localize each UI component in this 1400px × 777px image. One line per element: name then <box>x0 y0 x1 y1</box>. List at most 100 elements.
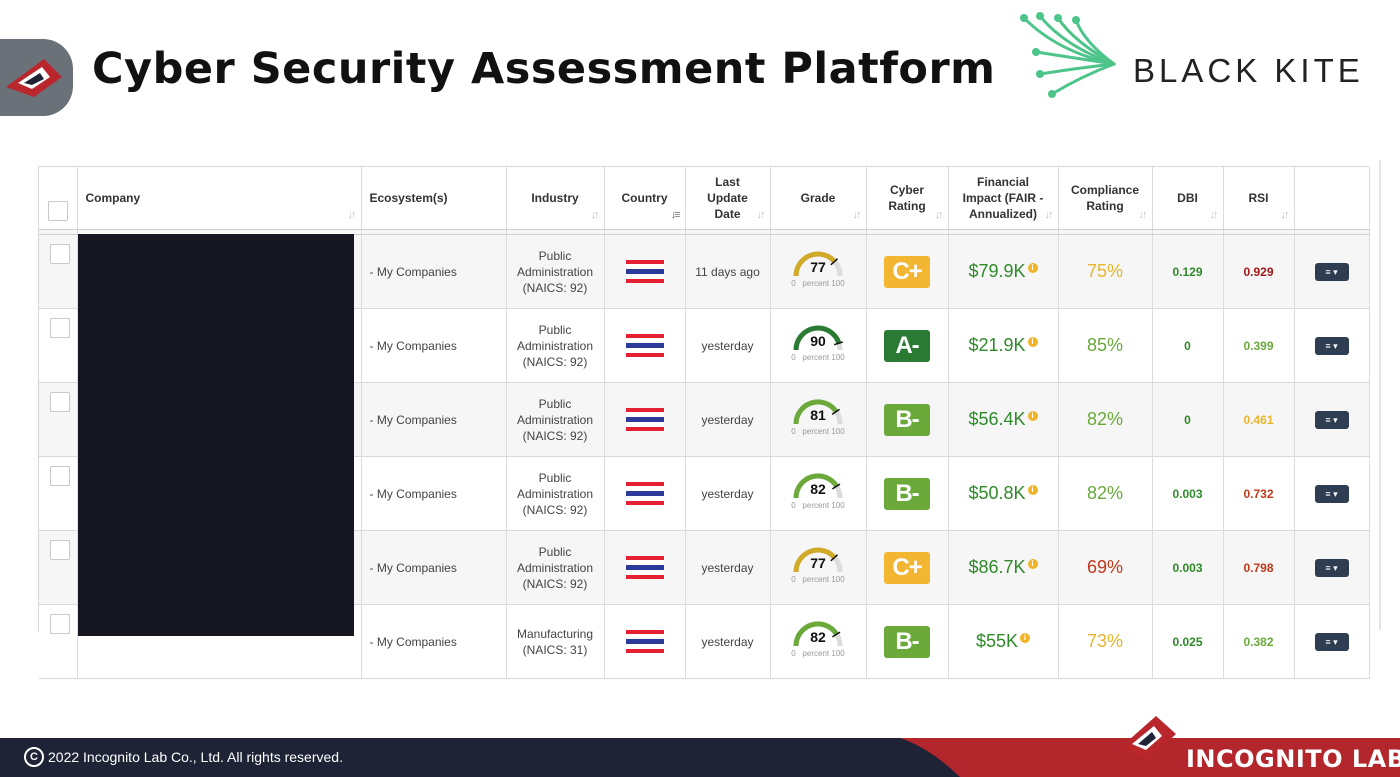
cyber-rating-badge: B- <box>884 625 930 658</box>
info-icon[interactable]: i <box>1027 411 1038 421</box>
info-icon[interactable]: i <box>1020 633 1031 643</box>
financial-impact-cell: $79.9K i <box>948 234 1059 309</box>
compliance-value: 75% <box>1086 261 1124 281</box>
sort-icon[interactable]: ↓↑ <box>756 209 766 221</box>
column-header-industry[interactable]: Industry ↓↑ <box>506 167 605 230</box>
copyright-icon: C <box>24 747 44 767</box>
copyright-text: 2022 Incognito Lab Co., Ltd. All rights … <box>48 749 343 765</box>
grade-value: 77 <box>810 555 826 571</box>
actions-cell: ≡ ▾ <box>1294 604 1370 679</box>
column-header-grade[interactable]: Grade ↓↑ <box>770 167 867 230</box>
industry-line: (NAICS: 92) <box>522 428 588 443</box>
grade-cell: 77 0 percent 100 <box>770 530 867 605</box>
cyber-rating-cell: B- <box>866 456 949 531</box>
page-scrollbar[interactable] <box>1379 160 1381 630</box>
industry-cell: Public Administration (NAICS: 92) <box>506 234 605 309</box>
row-checkbox[interactable] <box>50 318 71 338</box>
sort-icon[interactable]: ↓↑ <box>347 209 357 221</box>
column-header-ecosystem[interactable]: Ecosystem(s) <box>361 167 507 230</box>
cyber-rating-cell: C+ <box>866 530 949 605</box>
last-update-cell: yesterday <box>685 456 771 531</box>
industry-cell: Public Administration (NAICS: 92) <box>506 530 605 605</box>
black-kite-logo-icon <box>1020 12 1116 98</box>
black-kite-logo-text: BLACK KITE <box>1133 52 1364 89</box>
grade-value: 81 <box>810 407 826 423</box>
info-icon[interactable]: i <box>1027 485 1038 495</box>
row-select-cell <box>39 530 78 605</box>
actions-cell: ≡ ▾ <box>1294 308 1370 383</box>
actions-cell: ≡ ▾ <box>1294 456 1370 531</box>
rsi-value: 0.382 <box>1243 634 1274 649</box>
industry-line: (NAICS: 92) <box>522 280 588 295</box>
industry-line: Administration <box>516 560 594 575</box>
row-select-cell <box>39 604 78 679</box>
sort-icon[interactable]: ↓↑ <box>1138 209 1148 221</box>
select-all-checkbox[interactable] <box>48 201 68 221</box>
row-menu-button[interactable]: ≡ ▾ <box>1314 632 1349 651</box>
financial-impact-cell: $86.7K i <box>948 530 1059 605</box>
row-checkbox[interactable] <box>50 392 71 412</box>
country-cell <box>604 456 686 531</box>
industry-line: (NAICS: 92) <box>522 576 588 591</box>
row-select-cell <box>39 308 78 383</box>
row-menu-button[interactable]: ≡ ▾ <box>1314 336 1349 355</box>
dbi-value: 0 <box>1184 338 1191 353</box>
row-checkbox[interactable] <box>50 614 71 634</box>
dbi-value: 0 <box>1184 412 1191 427</box>
industry-line: Administration <box>516 486 594 501</box>
sort-icon[interactable]: ↓↑ <box>1280 209 1290 221</box>
table-row[interactable]: - My Companies Public Administration (NAICS… <box>39 382 1370 457</box>
cyber-rating-cell: B- <box>866 604 949 679</box>
info-icon[interactable]: i <box>1027 337 1038 347</box>
cyber-rating-badge: B- <box>884 477 930 510</box>
grade-scale-label: 0 percent 100 <box>791 501 845 510</box>
rsi-cell: 0.929 <box>1223 234 1295 309</box>
rsi-value: 0.461 <box>1243 412 1274 427</box>
row-menu-button[interactable]: ≡ ▾ <box>1314 484 1349 503</box>
compliance-value: 73% <box>1086 631 1124 651</box>
thailand-flag-icon <box>625 259 664 284</box>
grade-cell: 82 0 percent 100 <box>770 604 867 679</box>
sort-desc-icon[interactable]: ↓≡ <box>670 209 681 221</box>
thailand-flag-icon <box>625 481 664 506</box>
sort-icon[interactable]: ↓↑ <box>1209 209 1219 221</box>
column-header-last-update[interactable]: Last Update Date ↓↑ <box>685 167 771 230</box>
column-header-compliance[interactable]: Compliance Rating ↓↑ <box>1058 167 1153 230</box>
column-header-country[interactable]: Country ↓≡ <box>604 167 686 230</box>
row-select-cell <box>39 456 78 531</box>
compliance-cell: 82% <box>1058 456 1153 531</box>
country-cell <box>604 382 686 457</box>
rsi-value: 0.798 <box>1243 560 1274 575</box>
sort-icon[interactable]: ↓↑ <box>934 209 944 221</box>
cyber-rating-cell: C+ <box>866 234 949 309</box>
column-header-cyber-rating[interactable]: Cyber Rating ↓↑ <box>866 167 949 230</box>
ecosystem-cell: - My Companies <box>361 456 507 531</box>
info-icon[interactable]: i <box>1027 559 1038 569</box>
column-header-company[interactable]: Company ↓↑ <box>77 167 362 230</box>
grade-value: 77 <box>810 259 826 275</box>
ecosystem-cell: - My Companies <box>361 234 507 309</box>
column-header-financial-impact[interactable]: Financial Impact (FAIR - Annualized) ↓↑ <box>948 167 1059 230</box>
rsi-value: 0.732 <box>1243 486 1274 501</box>
sort-icon[interactable]: ↓↑ <box>1044 209 1054 221</box>
sort-icon[interactable]: ↓↑ <box>852 209 862 221</box>
grade-cell: 90 0 percent 100 <box>770 308 867 383</box>
cyber-rating-badge: C+ <box>884 255 930 288</box>
grade-scale-label: 0 percent 100 <box>791 353 845 362</box>
actions-cell: ≡ ▾ <box>1294 530 1370 605</box>
row-checkbox[interactable] <box>50 466 71 486</box>
column-header-rsi[interactable]: RSI ↓↑ <box>1223 167 1295 230</box>
ecosystem-cell: - My Companies <box>361 530 507 605</box>
sort-icon[interactable]: ↓↑ <box>590 209 600 221</box>
row-menu-button[interactable]: ≡ ▾ <box>1314 558 1349 577</box>
info-icon[interactable]: i <box>1027 263 1038 273</box>
column-header-actions <box>1294 167 1370 230</box>
column-header-dbi[interactable]: DBI ↓↑ <box>1152 167 1224 230</box>
row-menu-button[interactable]: ≡ ▾ <box>1314 410 1349 429</box>
row-menu-button[interactable]: ≡ ▾ <box>1314 262 1349 281</box>
grade-value: 82 <box>810 629 826 645</box>
row-checkbox[interactable] <box>50 540 71 560</box>
row-checkbox[interactable] <box>50 244 71 264</box>
rsi-cell: 0.399 <box>1223 308 1295 383</box>
country-cell <box>604 530 686 605</box>
